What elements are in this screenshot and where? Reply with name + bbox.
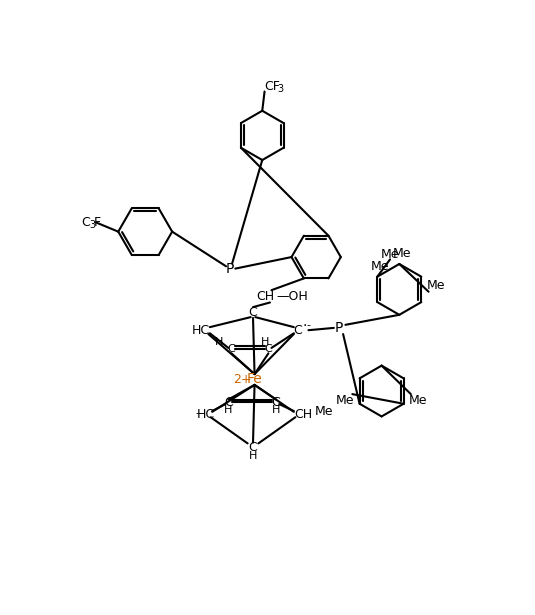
Text: Me: Me <box>381 248 399 261</box>
Text: H: H <box>261 337 270 347</box>
Text: 3: 3 <box>277 84 283 94</box>
Text: C: C <box>249 306 257 319</box>
Text: H: H <box>215 337 223 347</box>
Text: H: H <box>249 451 257 461</box>
Text: -: - <box>307 320 310 331</box>
Text: C: C <box>293 323 302 336</box>
Text: C: C <box>264 344 272 354</box>
Text: Me: Me <box>315 405 333 418</box>
Text: H: H <box>224 405 232 415</box>
Text: C: C <box>81 216 90 229</box>
Text: Me: Me <box>426 279 445 292</box>
Text: P: P <box>335 321 343 335</box>
Text: HC: HC <box>197 408 215 421</box>
Text: Me: Me <box>371 260 389 273</box>
Text: ·: · <box>302 319 307 333</box>
Text: Me: Me <box>336 394 355 407</box>
Text: Fe: Fe <box>247 373 263 386</box>
Text: 3: 3 <box>90 221 96 231</box>
Text: CH: CH <box>294 408 312 421</box>
Text: H: H <box>272 405 280 415</box>
Text: -: - <box>196 408 200 418</box>
Text: 2+: 2+ <box>233 373 251 386</box>
Text: C: C <box>272 396 280 409</box>
Text: C: C <box>227 344 235 354</box>
Text: Me: Me <box>393 247 411 261</box>
Text: —OH: —OH <box>276 290 308 303</box>
Text: CF: CF <box>265 81 280 93</box>
Text: CH: CH <box>256 290 274 303</box>
Text: C: C <box>224 396 233 409</box>
Text: C: C <box>249 441 257 454</box>
Text: P: P <box>226 261 234 276</box>
Text: F: F <box>94 216 101 229</box>
Text: Me: Me <box>409 394 427 407</box>
Text: HC: HC <box>192 323 210 336</box>
